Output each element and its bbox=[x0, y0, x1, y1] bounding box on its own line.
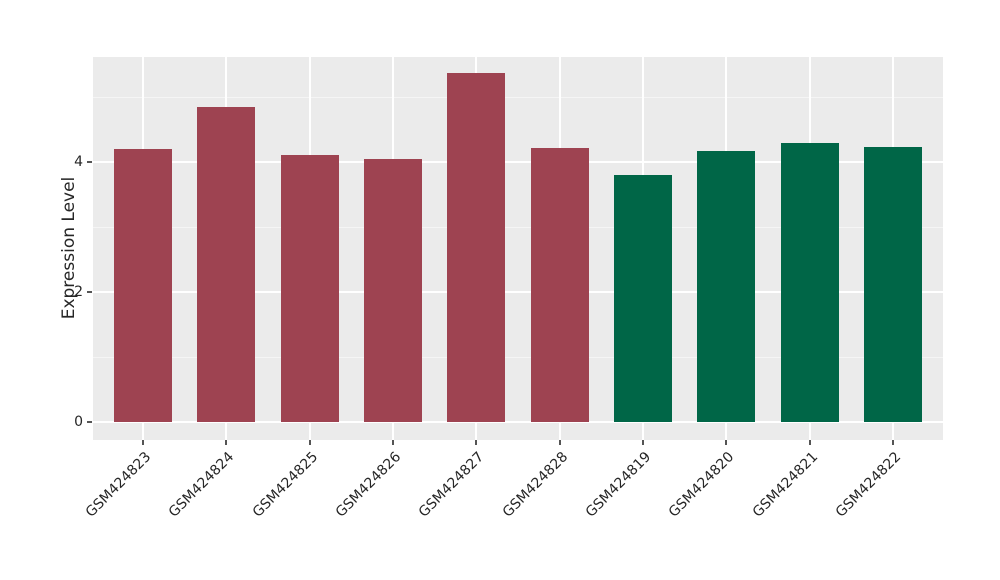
bar-GSM424819 bbox=[613, 174, 673, 423]
x-axis-tick-GSM424822 bbox=[892, 440, 894, 445]
bar-GSM424826 bbox=[363, 159, 423, 423]
major-gridline-y4 bbox=[93, 161, 943, 164]
x-axis-tick-GSM424820 bbox=[725, 440, 728, 445]
x-axis-tick-GSM424819 bbox=[642, 440, 644, 445]
minor-gridline-y3 bbox=[93, 226, 943, 228]
x-axis-tick-GSM424826 bbox=[392, 440, 394, 445]
bar-GSM424824 bbox=[197, 107, 256, 423]
y-axis-title: Expression Level bbox=[59, 176, 79, 320]
minor-gridline-y1 bbox=[93, 356, 943, 358]
y-axis-tick-2 bbox=[87, 291, 92, 294]
y-tick-label-0: 0 bbox=[74, 414, 83, 431]
bar-GSM424825 bbox=[280, 154, 339, 423]
x-axis-tick-GSM424821 bbox=[808, 440, 811, 445]
y-tick-label-4: 4 bbox=[74, 154, 83, 171]
y-tick-label-2: 2 bbox=[74, 284, 83, 301]
x-axis-tick-GSM424828 bbox=[558, 440, 561, 445]
minor-gridline-y5 bbox=[93, 96, 943, 98]
x-axis-tick-GSM424824 bbox=[225, 440, 228, 445]
x-axis-tick-GSM424823 bbox=[142, 440, 144, 445]
bar-GSM424828 bbox=[530, 148, 589, 423]
major-gridline-y0 bbox=[93, 421, 943, 424]
x-axis-tick-GSM424825 bbox=[308, 440, 311, 445]
y-axis-tick-0 bbox=[87, 421, 92, 424]
x-axis-tick-GSM424827 bbox=[475, 440, 478, 445]
y-axis-tick-4 bbox=[87, 161, 92, 164]
major-gridline-y2 bbox=[93, 291, 943, 294]
bar-GSM424822 bbox=[863, 147, 923, 423]
bar-GSM424823 bbox=[113, 149, 173, 423]
bar-GSM424820 bbox=[697, 150, 756, 423]
plot-panel bbox=[93, 57, 943, 440]
bar-GSM424821 bbox=[780, 143, 839, 423]
bar-GSM424827 bbox=[447, 73, 506, 423]
